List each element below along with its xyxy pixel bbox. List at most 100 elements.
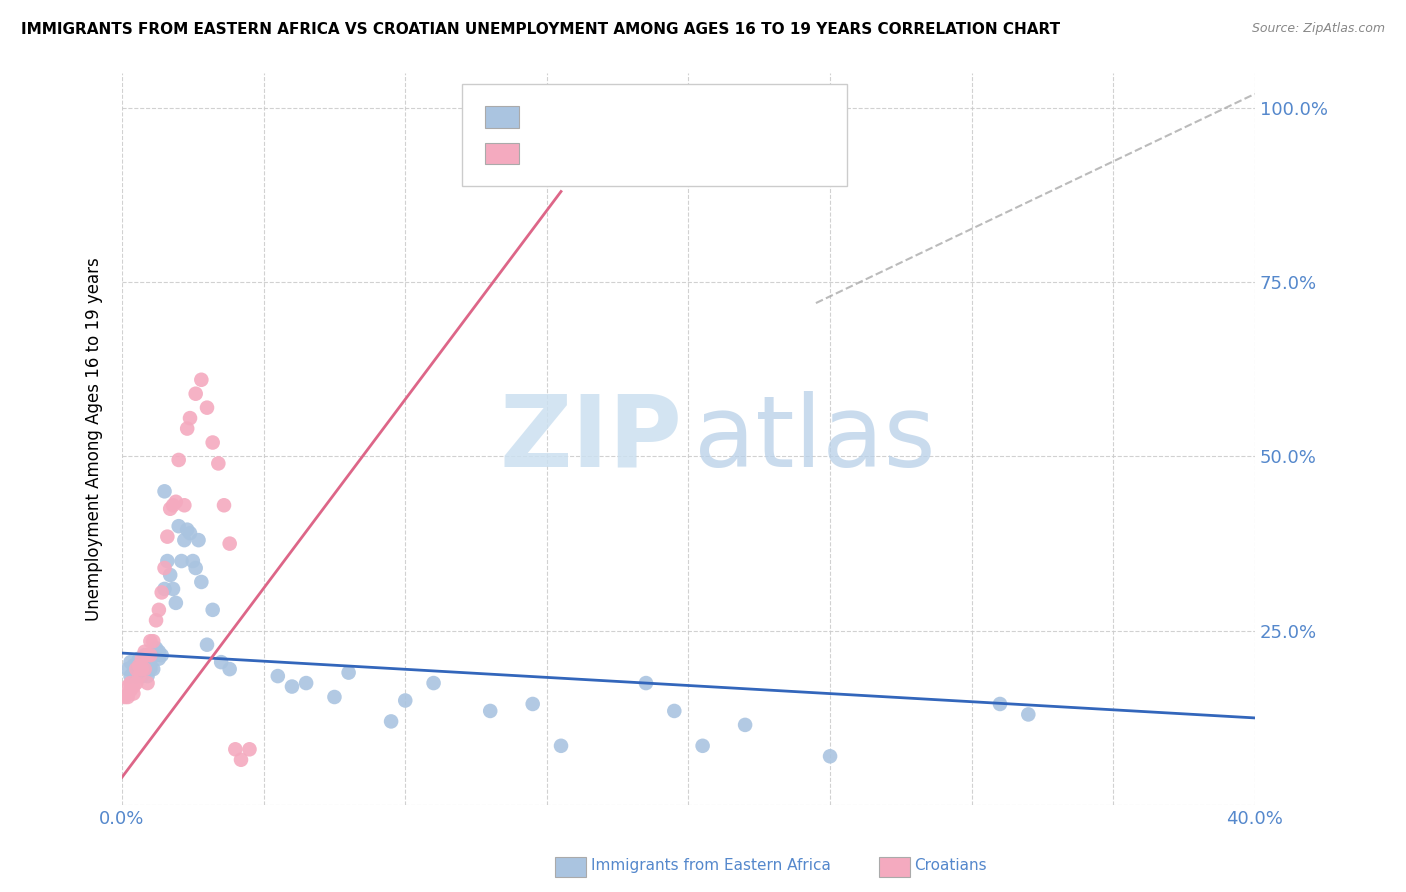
Point	[122, 680, 145, 694]
Point	[218, 662, 240, 676]
Point	[136, 648, 159, 662]
Y-axis label: Unemployment Among Ages 16 to 19 years: Unemployment Among Ages 16 to 19 years	[86, 257, 103, 621]
Point	[281, 680, 304, 694]
Point	[1017, 707, 1039, 722]
Point	[134, 645, 156, 659]
Point	[131, 658, 153, 673]
Point	[142, 634, 165, 648]
Point	[394, 693, 416, 707]
Point	[122, 686, 145, 700]
Point	[120, 655, 142, 669]
Point	[150, 648, 173, 662]
Point	[117, 680, 139, 694]
Point	[337, 665, 360, 680]
Point	[139, 648, 162, 662]
Point	[207, 457, 229, 471]
Point	[229, 753, 252, 767]
Point	[131, 662, 153, 676]
Point	[139, 634, 162, 648]
Point	[145, 613, 167, 627]
Point	[153, 561, 176, 575]
Point	[173, 498, 195, 512]
Point	[122, 665, 145, 680]
Text: R =: R =	[533, 115, 569, 134]
Point	[153, 582, 176, 596]
Point	[238, 742, 260, 756]
Point	[165, 495, 187, 509]
Point	[122, 658, 145, 673]
Point	[150, 585, 173, 599]
Bar	[485, 143, 519, 164]
Point	[125, 662, 148, 676]
Point	[139, 658, 162, 673]
Point	[692, 739, 714, 753]
Point	[125, 662, 148, 676]
Point	[128, 658, 150, 673]
Point	[153, 484, 176, 499]
Point	[134, 662, 156, 676]
Point	[380, 714, 402, 729]
Point	[120, 676, 142, 690]
Point	[128, 665, 150, 680]
Text: -0.213: -0.213	[588, 115, 647, 134]
Point	[422, 676, 444, 690]
Point	[550, 739, 572, 753]
Text: Source: ZipAtlas.com: Source: ZipAtlas.com	[1251, 22, 1385, 36]
Point	[479, 704, 502, 718]
Point	[114, 690, 136, 704]
Point	[167, 519, 190, 533]
Point	[136, 651, 159, 665]
Point	[145, 648, 167, 662]
Point	[136, 669, 159, 683]
Point	[117, 662, 139, 676]
Point	[120, 669, 142, 683]
Point	[323, 690, 346, 704]
Point	[267, 669, 290, 683]
Point	[134, 662, 156, 676]
Text: 0.738: 0.738	[588, 152, 640, 170]
Text: N =: N =	[686, 115, 734, 134]
Point	[156, 554, 179, 568]
Point	[148, 603, 170, 617]
Point	[734, 718, 756, 732]
FancyBboxPatch shape	[463, 84, 846, 186]
Point	[156, 530, 179, 544]
Point	[145, 641, 167, 656]
Point	[634, 676, 657, 690]
Point	[148, 645, 170, 659]
Text: Immigrants from Eastern Africa: Immigrants from Eastern Africa	[591, 858, 831, 872]
Text: Croatians: Croatians	[914, 858, 987, 872]
Point	[125, 676, 148, 690]
Point	[136, 676, 159, 690]
Point	[195, 401, 218, 415]
Point	[165, 596, 187, 610]
Point	[184, 386, 207, 401]
Text: ZIP: ZIP	[501, 391, 683, 488]
Point	[128, 651, 150, 665]
Point	[139, 648, 162, 662]
Point	[664, 704, 686, 718]
Point	[131, 651, 153, 665]
Bar	[485, 106, 519, 128]
Point	[170, 554, 193, 568]
Point	[162, 498, 184, 512]
Point	[218, 536, 240, 550]
Point	[201, 603, 224, 617]
Point	[159, 568, 181, 582]
Text: N =: N =	[686, 152, 734, 170]
Point	[179, 411, 201, 425]
Point	[190, 373, 212, 387]
Point	[128, 669, 150, 683]
Point	[148, 651, 170, 665]
Point	[162, 582, 184, 596]
Point	[988, 697, 1011, 711]
Point	[128, 662, 150, 676]
Point	[184, 561, 207, 575]
Point	[142, 648, 165, 662]
Point	[131, 669, 153, 683]
Point	[117, 690, 139, 704]
Point	[179, 526, 201, 541]
Point	[176, 523, 198, 537]
Point	[142, 662, 165, 676]
Point	[181, 554, 204, 568]
